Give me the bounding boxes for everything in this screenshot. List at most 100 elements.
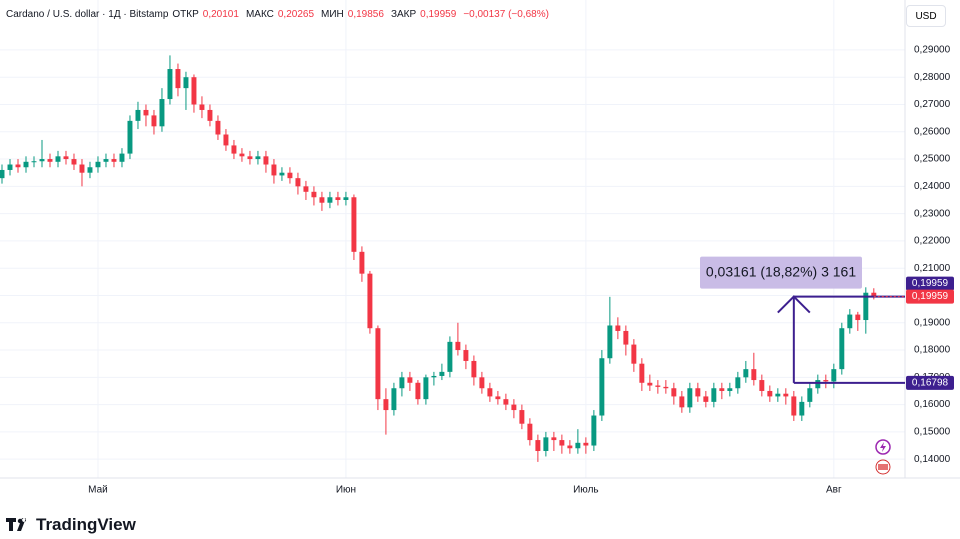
x-tick-label: Июль bbox=[573, 485, 599, 496]
y-tick-label: 0,24000 bbox=[914, 181, 951, 192]
candle-body bbox=[495, 396, 501, 400]
candle-body bbox=[271, 164, 277, 176]
candle-body bbox=[639, 363, 645, 383]
candle-body bbox=[599, 358, 605, 416]
candle-body bbox=[39, 159, 45, 162]
change: −0,00137 (−0,68%) bbox=[463, 9, 549, 20]
candle-body bbox=[55, 156, 61, 162]
logo-text: TradingView bbox=[36, 515, 136, 534]
candle-body bbox=[351, 197, 357, 252]
candle-body bbox=[623, 330, 629, 345]
candle-body bbox=[799, 401, 805, 416]
measure-to-label: 0,19959 bbox=[912, 278, 949, 289]
candle-body bbox=[511, 404, 517, 411]
y-tick-label: 0,18000 bbox=[914, 345, 951, 356]
candle-body bbox=[287, 172, 293, 179]
currency-button[interactable]: USD bbox=[906, 5, 946, 27]
candle-body bbox=[47, 159, 53, 162]
candle-body bbox=[783, 393, 789, 397]
candle-body bbox=[439, 371, 445, 376]
field-value: 0,19856 bbox=[347, 9, 384, 20]
x-tick-label: Июн bbox=[336, 485, 356, 496]
measure-arrowhead bbox=[777, 295, 811, 314]
candle-body bbox=[407, 377, 413, 383]
candle-body bbox=[655, 385, 661, 387]
candle-body bbox=[191, 77, 197, 105]
candle-body bbox=[319, 197, 325, 203]
y-tick-label: 0,21000 bbox=[914, 263, 951, 274]
y-tick-label: 0,16000 bbox=[914, 399, 951, 410]
y-tick-label: 0,22000 bbox=[914, 236, 951, 247]
candle-body bbox=[183, 77, 189, 89]
candle-body bbox=[471, 360, 477, 378]
candle-body bbox=[583, 442, 589, 446]
candle-body bbox=[175, 69, 181, 89]
candle-body bbox=[311, 191, 317, 198]
field-label: ОТКР bbox=[172, 9, 199, 20]
candle-body bbox=[871, 292, 877, 297]
candle-body bbox=[663, 386, 669, 389]
candle-body bbox=[7, 164, 13, 170]
candle-body bbox=[295, 178, 301, 187]
last-price-label-box bbox=[906, 289, 954, 304]
candle-body bbox=[743, 369, 749, 378]
candle-body bbox=[263, 156, 269, 165]
candle-body bbox=[847, 314, 853, 329]
candle-body bbox=[527, 423, 533, 441]
candle-body bbox=[327, 197, 333, 203]
candle-body bbox=[503, 399, 509, 405]
measure-from-label: 0,16798 bbox=[912, 377, 949, 388]
candle-body bbox=[15, 164, 21, 168]
candle-body bbox=[727, 388, 733, 391]
candle-body bbox=[119, 153, 125, 162]
legend-header: Cardano / U.S. dollar · 1Д · Bitstamp ОТ… bbox=[6, 9, 552, 20]
candle-body bbox=[487, 388, 493, 397]
candle-body bbox=[135, 109, 141, 121]
y-tick-label: 0,15000 bbox=[914, 427, 951, 438]
field-value: 0,20265 bbox=[277, 9, 315, 20]
candle-body bbox=[223, 134, 229, 146]
candle-body bbox=[703, 396, 709, 402]
candle-body bbox=[31, 161, 37, 163]
candle-body bbox=[359, 251, 365, 274]
candle-body bbox=[391, 388, 397, 411]
candle-body bbox=[303, 186, 309, 192]
candle-body bbox=[423, 377, 429, 400]
candle-body bbox=[63, 156, 69, 160]
symbol: Cardano / U.S. dollar · 1Д · Bitstamp bbox=[6, 9, 169, 20]
y-tick-label: 0,26000 bbox=[914, 126, 951, 137]
candle-body bbox=[575, 442, 581, 449]
candle-body bbox=[279, 172, 285, 176]
candle-body bbox=[159, 99, 165, 127]
candle-body bbox=[167, 69, 173, 100]
logo-icon bbox=[6, 518, 27, 531]
candle-body bbox=[839, 328, 845, 370]
candle-body bbox=[415, 382, 421, 400]
candle-body bbox=[863, 292, 869, 321]
flag-icon-body bbox=[878, 464, 888, 470]
candle-body bbox=[823, 380, 829, 382]
candle-body bbox=[383, 399, 389, 411]
measure-box bbox=[700, 256, 862, 289]
candle-body bbox=[615, 325, 621, 331]
candle-body bbox=[679, 396, 685, 408]
y-tick-label: 0,23000 bbox=[914, 208, 951, 219]
field-label: МИН bbox=[321, 9, 344, 20]
candle-body bbox=[791, 396, 797, 416]
candle-body bbox=[519, 410, 525, 424]
candle-body bbox=[607, 325, 613, 359]
y-tick-label: 0,29000 bbox=[914, 45, 951, 56]
candle-body bbox=[231, 145, 237, 154]
candle-body bbox=[759, 380, 765, 391]
logo[interactable]: TradingView bbox=[6, 515, 136, 535]
candle-body bbox=[455, 341, 461, 351]
field-value: 0,20101 bbox=[202, 9, 239, 20]
candle-body bbox=[127, 120, 133, 154]
candle-body bbox=[239, 153, 245, 157]
measure-to-label-box bbox=[906, 276, 954, 291]
candle-body bbox=[375, 328, 381, 400]
candle-body bbox=[463, 350, 469, 361]
candle-body bbox=[479, 377, 485, 389]
candle-body bbox=[855, 314, 861, 321]
